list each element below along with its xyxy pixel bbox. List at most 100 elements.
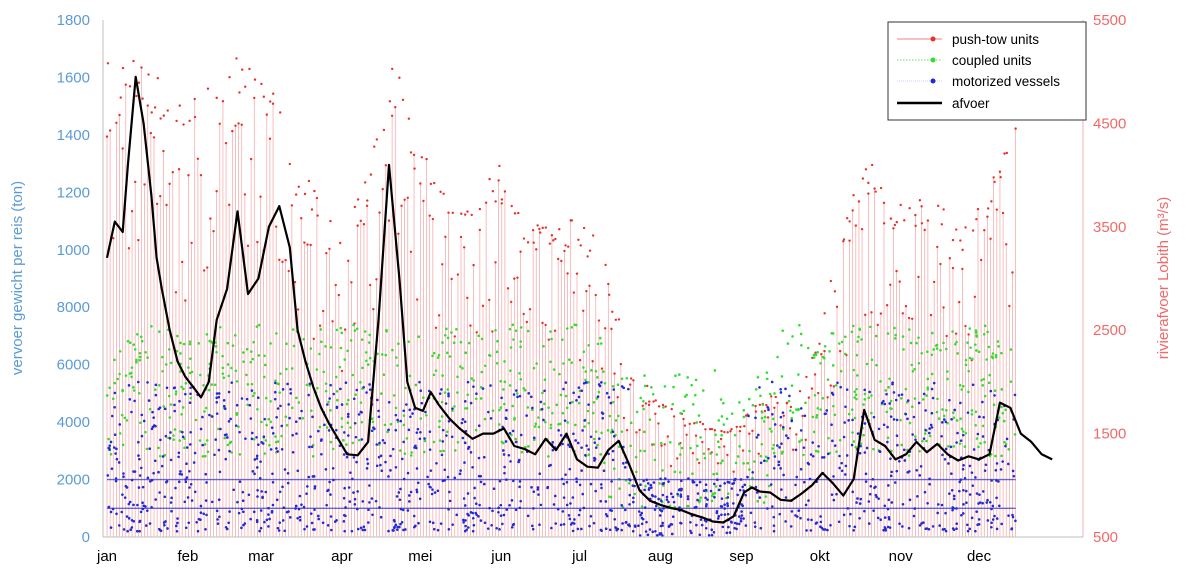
coupled-point bbox=[158, 330, 161, 333]
push-tow-point bbox=[433, 181, 436, 185]
motorized-point bbox=[518, 485, 521, 489]
coupled-point bbox=[423, 439, 427, 443]
motorized-point bbox=[441, 440, 445, 443]
motorized-point bbox=[235, 403, 239, 407]
push-tow-point bbox=[603, 327, 607, 330]
motorized-point bbox=[176, 521, 179, 525]
motorized-point bbox=[130, 526, 134, 529]
coupled-point bbox=[246, 403, 249, 407]
coupled-point bbox=[135, 360, 138, 364]
push-tow-point bbox=[510, 204, 513, 208]
motorized-point bbox=[709, 489, 713, 493]
push-tow-point bbox=[306, 243, 309, 246]
push-tow-point bbox=[453, 335, 456, 338]
motorized-point bbox=[460, 421, 464, 425]
coupled-point bbox=[888, 377, 891, 381]
motorized-point bbox=[183, 500, 187, 504]
coupled-point bbox=[635, 410, 639, 414]
push-tow-point bbox=[155, 202, 159, 206]
push-tow-point bbox=[429, 182, 433, 186]
motorized-point bbox=[188, 469, 191, 473]
motorized-point bbox=[733, 526, 736, 530]
coupled-point bbox=[346, 349, 349, 353]
motorized-point bbox=[409, 490, 413, 494]
motorized-point bbox=[580, 527, 583, 531]
coupled-point bbox=[592, 401, 596, 404]
motorized-point bbox=[948, 492, 951, 495]
push-tow-point bbox=[983, 229, 986, 232]
coupled-point bbox=[410, 451, 413, 454]
coupled-point bbox=[967, 390, 970, 394]
coupled-point bbox=[990, 355, 994, 358]
coupled-point bbox=[130, 366, 134, 369]
push-tow-point bbox=[804, 438, 807, 442]
motorized-point bbox=[639, 483, 642, 487]
coupled-point bbox=[763, 415, 767, 419]
coupled-point bbox=[902, 348, 905, 351]
motorized-point bbox=[253, 472, 256, 476]
motorized-point bbox=[872, 509, 875, 512]
motorized-point bbox=[704, 483, 708, 487]
motorized-point bbox=[850, 443, 854, 447]
coupled-point bbox=[403, 452, 407, 455]
coupled-point bbox=[756, 375, 760, 379]
coupled-point bbox=[278, 391, 281, 394]
motorized-point bbox=[269, 448, 273, 451]
push-tow-point bbox=[149, 131, 153, 135]
push-tow-point bbox=[914, 224, 917, 228]
coupled-point bbox=[205, 439, 209, 442]
motorized-point bbox=[307, 475, 311, 479]
motorized-point bbox=[832, 498, 836, 502]
coupled-point bbox=[343, 358, 347, 361]
motorized-point bbox=[578, 508, 582, 512]
coupled-point bbox=[139, 335, 143, 339]
coupled-point bbox=[701, 389, 705, 392]
coupled-point bbox=[674, 374, 677, 378]
right-y-tick-label: 2500 bbox=[1093, 322, 1126, 339]
motorized-point bbox=[210, 415, 214, 418]
motorized-point bbox=[739, 519, 743, 523]
motorized-point bbox=[210, 500, 214, 504]
coupled-point bbox=[340, 331, 344, 335]
motorized-point bbox=[948, 398, 951, 402]
motorized-point bbox=[584, 453, 587, 457]
motorized-point bbox=[238, 480, 242, 484]
coupled-point bbox=[187, 366, 190, 369]
motorized-point bbox=[216, 518, 219, 521]
coupled-point bbox=[925, 439, 928, 443]
motorized-point bbox=[276, 407, 280, 410]
push-tow-point bbox=[365, 204, 369, 208]
motorized-point bbox=[926, 501, 929, 505]
motorized-point bbox=[483, 521, 487, 525]
motorized-point bbox=[597, 437, 601, 440]
coupled-point bbox=[790, 416, 794, 420]
motorized-point bbox=[398, 525, 401, 529]
motorized-point bbox=[420, 401, 424, 405]
motorized-point bbox=[435, 461, 438, 465]
motorized-point bbox=[713, 496, 716, 499]
push-tow-point bbox=[339, 241, 342, 245]
coupled-point bbox=[751, 476, 754, 480]
motorized-point bbox=[193, 490, 197, 494]
motorized-point bbox=[995, 517, 999, 520]
motorized-point bbox=[335, 518, 338, 522]
coupled-point bbox=[409, 454, 413, 457]
motorized-point bbox=[810, 518, 813, 522]
motorized-point bbox=[286, 481, 290, 485]
right-y-tick-label: 3500 bbox=[1093, 219, 1126, 236]
coupled-point bbox=[593, 437, 596, 441]
motorized-point bbox=[394, 465, 398, 469]
motorized-point bbox=[469, 451, 473, 454]
coupled-point bbox=[318, 352, 321, 356]
motorized-point bbox=[639, 513, 642, 517]
motorized-point bbox=[281, 388, 285, 391]
motorized-point bbox=[561, 442, 564, 446]
motorized-point bbox=[444, 402, 448, 405]
x-tick-label: jan bbox=[96, 548, 117, 565]
coupled-point bbox=[690, 383, 693, 387]
coupled-point bbox=[587, 343, 590, 347]
coupled-point bbox=[189, 357, 192, 360]
coupled-point bbox=[781, 329, 785, 332]
coupled-point bbox=[164, 363, 168, 366]
coupled-point bbox=[961, 430, 965, 433]
